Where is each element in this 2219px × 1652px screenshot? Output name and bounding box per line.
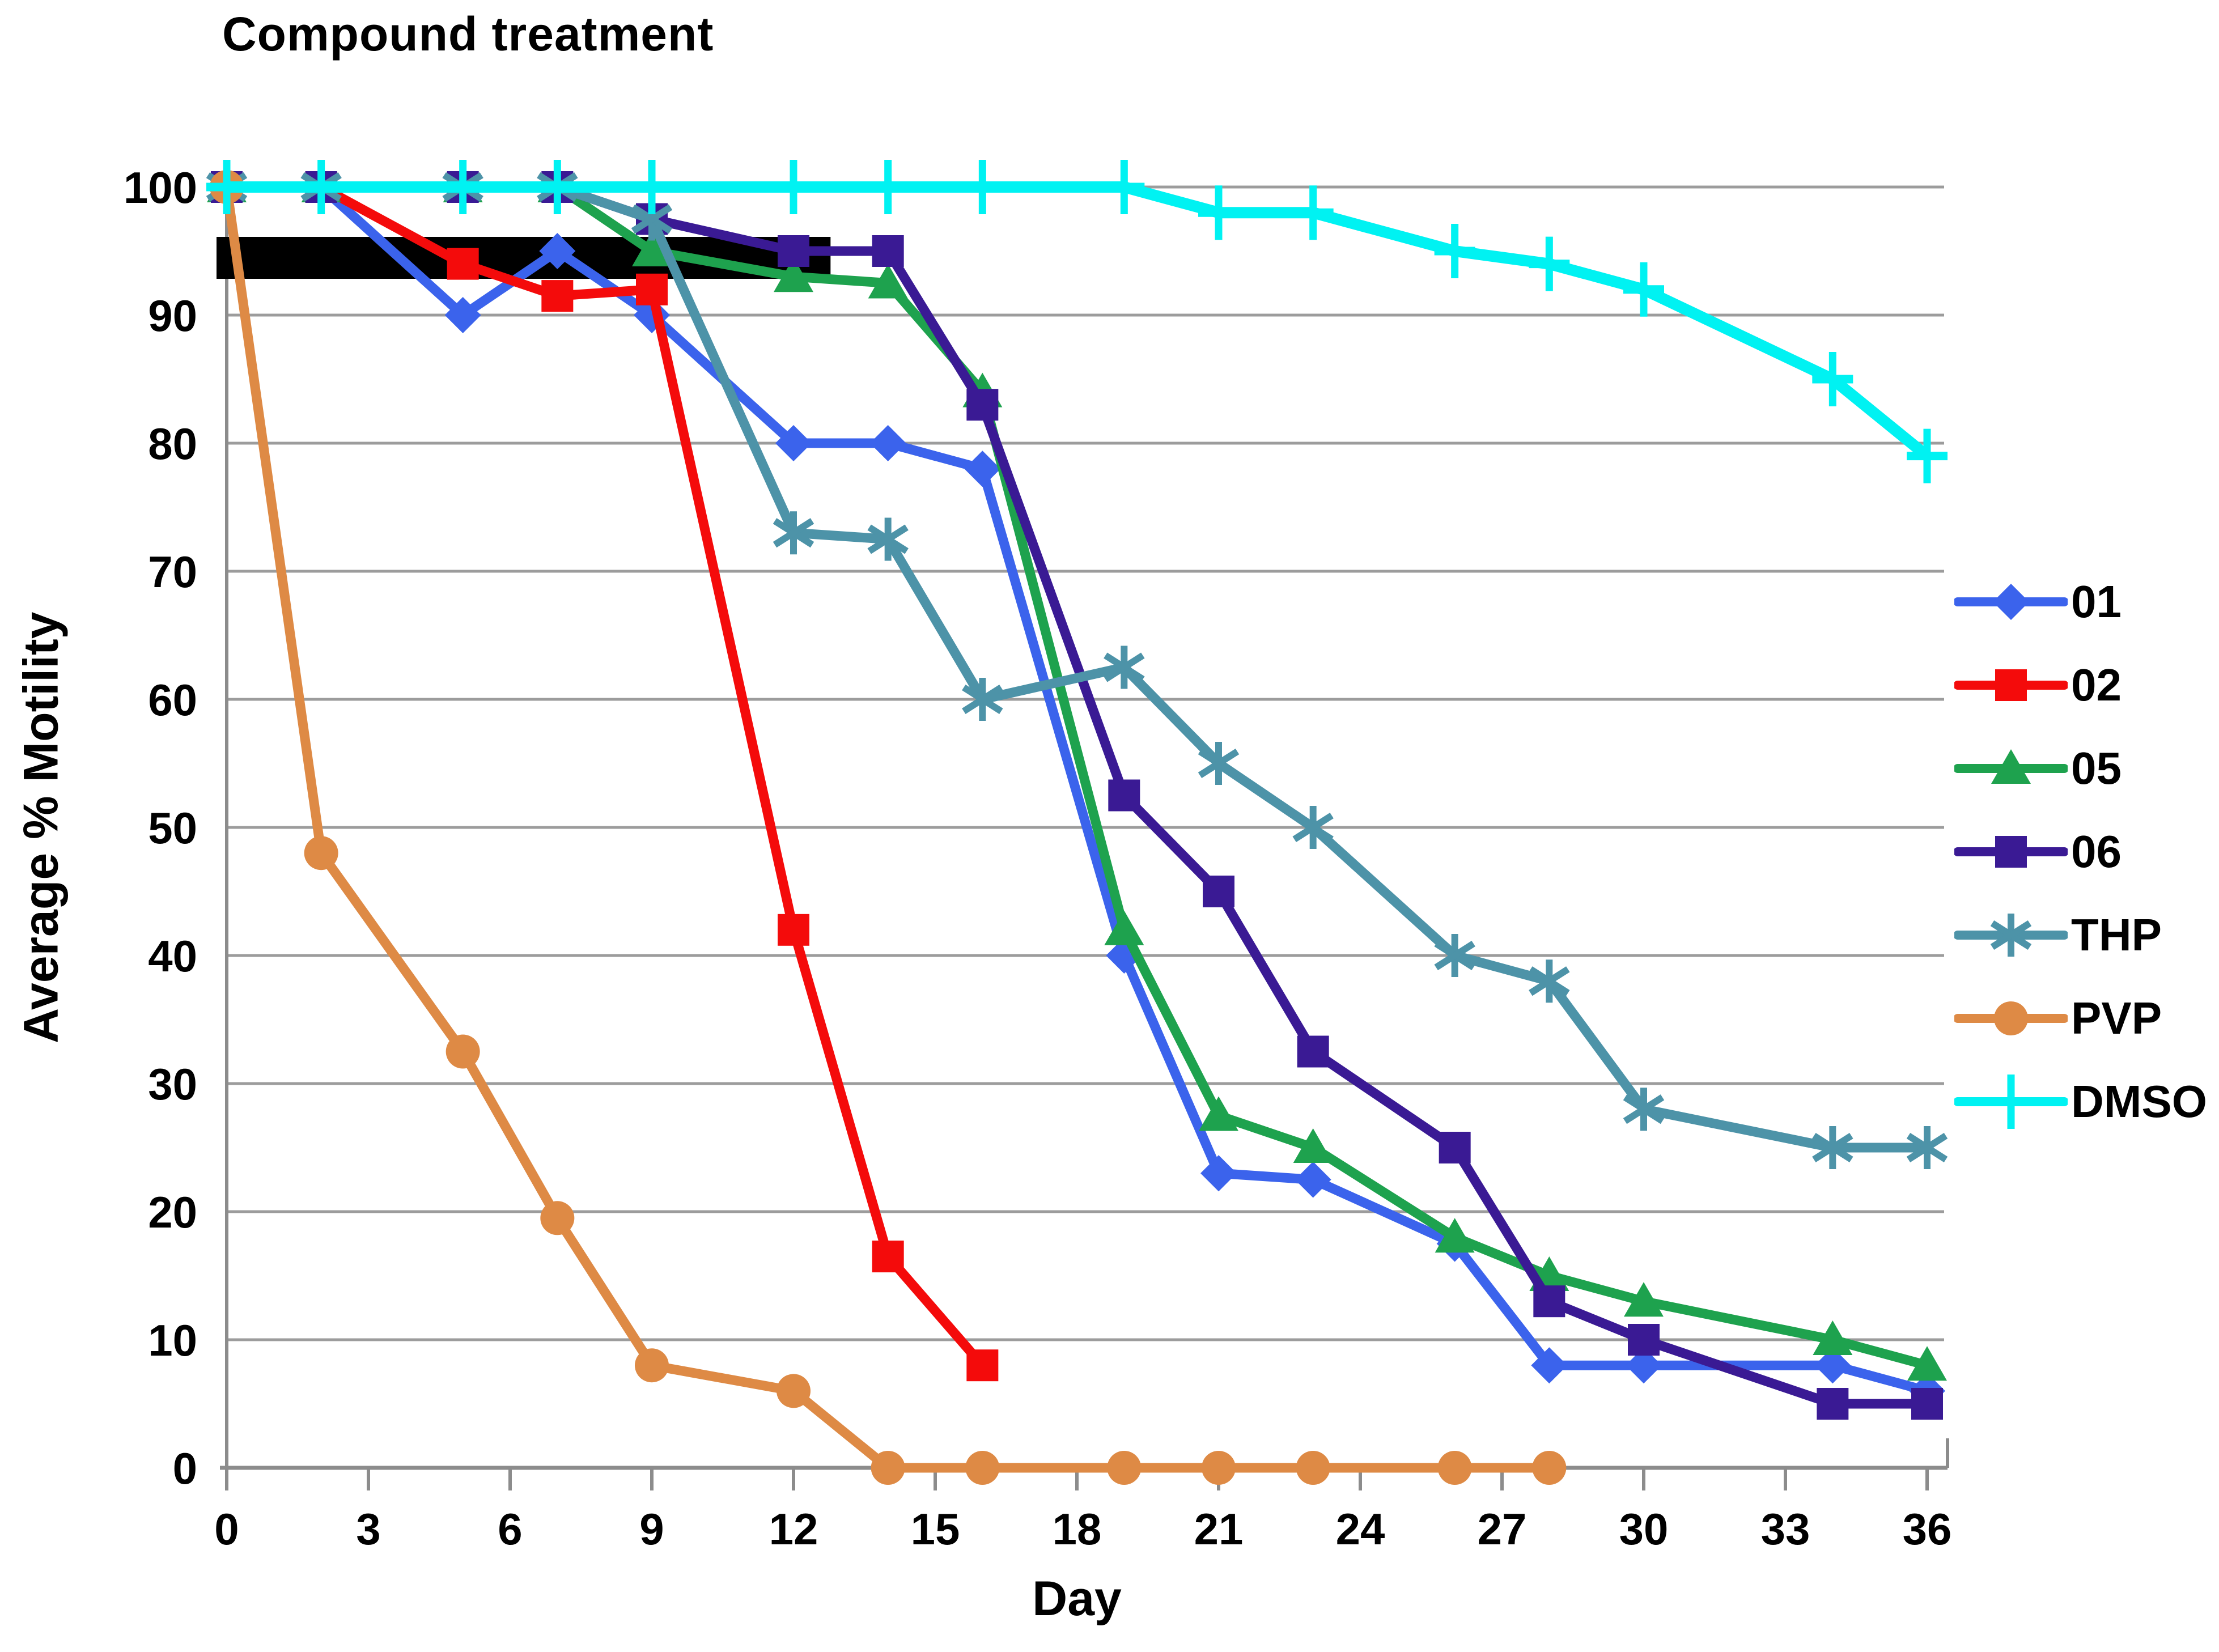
x-tick-label-33: 33 (1761, 1504, 1810, 1554)
legend-label: DMSO (2071, 1076, 2207, 1127)
y-tick-label-20: 20 (148, 1187, 197, 1237)
legend-item-DMSO: DMSO (1954, 1073, 2207, 1130)
y-tick-label-80: 80 (148, 419, 197, 469)
x-tick-label-27: 27 (1478, 1504, 1527, 1554)
series-02-line (222, 182, 987, 1370)
series-02-markers (211, 171, 999, 1382)
series-05 (207, 168, 1947, 1381)
legend-item-06: 06 (1954, 823, 2207, 880)
legend-label: 05 (2071, 743, 2122, 793)
legend-item-01: 01 (1954, 574, 2207, 630)
y-tick-label-60: 60 (148, 675, 197, 725)
legend-label: 02 (2071, 660, 2122, 710)
legend-marker-06-icon (1954, 836, 2068, 868)
series-DMSO-markers (206, 160, 1948, 483)
legend-marker-05-icon (1954, 749, 2068, 784)
y-tick-label-90: 90 (148, 291, 197, 341)
x-tick-label-15: 15 (911, 1504, 960, 1554)
y-tick-label-30: 30 (148, 1059, 197, 1109)
x-tick-label-24: 24 (1336, 1504, 1385, 1554)
y-tick-label-40: 40 (148, 931, 197, 981)
gridlines (227, 185, 1944, 1341)
legend-item-05: 05 (1954, 740, 2207, 797)
legend: 01 02 05 06 THP PVP DMSO (1954, 574, 2207, 1157)
y-tick-label-100: 100 (124, 163, 197, 213)
legend-item-PVP: PVP (1954, 990, 2207, 1047)
series-DMSO-line (221, 181, 1933, 462)
x-tick-label-36: 36 (1903, 1504, 1952, 1554)
x-tick-labels: 0 3 6 9 12 15 18 21 24 27 30 33 36 (214, 1468, 1951, 1554)
series-01 (209, 169, 1945, 1409)
series-02 (211, 171, 999, 1382)
y-tick-label-10: 10 (148, 1315, 197, 1365)
series-05-markers (207, 168, 1947, 1381)
x-tick-label-6: 6 (498, 1504, 522, 1554)
legend-label: 06 (2071, 826, 2122, 877)
series-DMSO (206, 160, 1948, 483)
x-tick-label-30: 30 (1619, 1504, 1669, 1554)
x-axis-title: Day (1032, 1572, 1122, 1626)
legend-label: 01 (2071, 576, 2122, 627)
legend-marker-PVP-icon (1954, 1001, 2068, 1035)
treatment-annotation-label: Compound treatment (222, 7, 714, 61)
x-tick-label-18: 18 (1053, 1504, 1102, 1554)
x-tick-label-0: 0 (214, 1504, 239, 1554)
y-tick-label-50: 50 (148, 803, 197, 853)
legend-marker-02-icon (1954, 669, 2068, 701)
legend-item-THP: THP (1954, 907, 2207, 963)
series-PVP (210, 170, 1567, 1485)
legend-label: PVP (2071, 993, 2162, 1043)
legend-marker-THP-icon (1954, 914, 2068, 957)
x-tick-label-9: 9 (639, 1504, 664, 1554)
y-tick-label-70: 70 (148, 547, 197, 597)
x-tick-label-3: 3 (356, 1504, 380, 1554)
series-PVP-markers (210, 170, 1567, 1485)
legend-label: THP (2071, 910, 2162, 960)
legend-item-02: 02 (1954, 657, 2207, 714)
y-tick-label-0: 0 (173, 1443, 197, 1493)
y-tick-labels: 0 10 20 30 40 50 60 70 80 90 100 (124, 163, 197, 1493)
legend-marker-01-icon (1954, 584, 2068, 620)
legend-marker-DMSO-icon (1954, 1075, 2068, 1129)
x-tick-label-12: 12 (769, 1504, 818, 1554)
x-tick-label-21: 21 (1194, 1504, 1244, 1554)
